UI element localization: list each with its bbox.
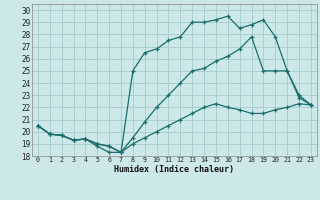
X-axis label: Humidex (Indice chaleur): Humidex (Indice chaleur) bbox=[115, 165, 234, 174]
